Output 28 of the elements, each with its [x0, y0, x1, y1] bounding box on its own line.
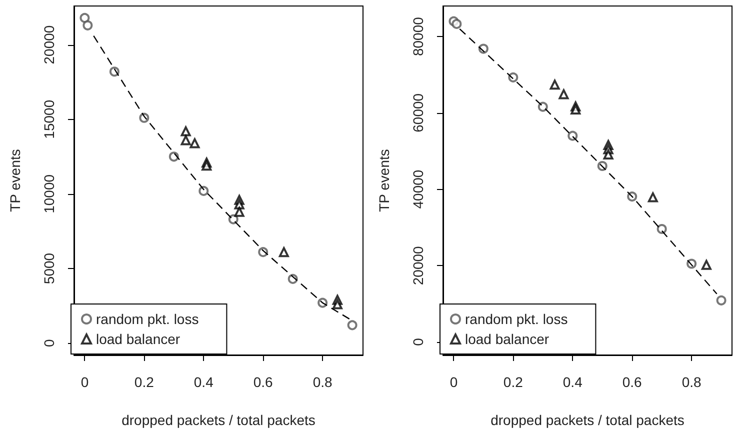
legend-label: random pkt. loss [96, 311, 199, 327]
x-axis-title: dropped packets / total packets [122, 412, 316, 428]
y-tick-label: 20000 [41, 25, 57, 64]
x-tick-label: 0.2 [503, 374, 524, 390]
legend-label: random pkt. loss [465, 311, 568, 327]
x-tick-label: 0 [450, 374, 458, 390]
x-tick-label: 0.6 [253, 374, 274, 390]
y-tick-label: 15000 [41, 100, 57, 139]
x-tick-label: 0.8 [312, 374, 333, 390]
y-tick-label: 0 [41, 338, 57, 347]
legend-label: load balancer [96, 331, 180, 347]
y-axis-title: TP events [7, 149, 23, 212]
legend-label: load balancer [465, 331, 550, 347]
y-tick-label: 5000 [41, 252, 57, 284]
y-axis-title: TP events [376, 149, 392, 212]
y-tick-label: 40000 [410, 170, 426, 209]
x-tick-label: 0.4 [194, 374, 214, 390]
y-tick-label: 60000 [410, 93, 426, 132]
y-tick-label: 0 [410, 338, 426, 346]
y-tick-label: 80000 [410, 16, 426, 56]
x-tick-label: 0 [80, 374, 89, 390]
y-tick-label: 20000 [410, 246, 426, 286]
y-tick-label: 10000 [41, 174, 57, 214]
x-tick-label: 0.2 [134, 374, 154, 390]
x-tick-label: 0.6 [622, 374, 642, 390]
x-tick-label: 0.4 [562, 374, 583, 390]
x-tick-label: 0.8 [682, 374, 702, 390]
x-axis-title: dropped packets / total packets [490, 412, 684, 428]
